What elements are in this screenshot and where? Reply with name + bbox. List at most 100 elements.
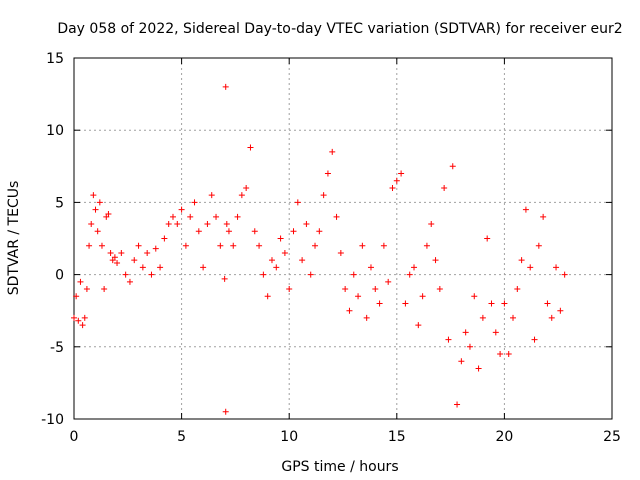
data-point — [187, 213, 194, 220]
data-point — [462, 329, 469, 336]
data-point — [264, 293, 271, 300]
data-point — [488, 300, 495, 307]
data-point — [531, 336, 538, 343]
data-point — [385, 278, 392, 285]
data-point — [122, 271, 129, 278]
data-point — [152, 245, 159, 252]
data-point — [256, 242, 263, 249]
data-point — [223, 221, 230, 228]
data-point — [505, 351, 512, 358]
data-point — [557, 307, 564, 314]
data-point — [535, 242, 542, 249]
data-point — [492, 329, 499, 336]
data-point — [204, 221, 211, 228]
data-point — [182, 242, 189, 249]
data-point — [363, 314, 370, 321]
data-point — [126, 278, 133, 285]
data-point — [90, 192, 97, 199]
data-point — [466, 343, 473, 350]
data-point — [83, 286, 90, 293]
x-axis-label: GPS time / hours — [281, 459, 398, 475]
data-point — [436, 286, 443, 293]
data-point — [135, 242, 142, 249]
data-point — [101, 286, 108, 293]
data-point — [96, 199, 103, 206]
data-point — [372, 286, 379, 293]
data-point — [471, 293, 478, 300]
data-point — [553, 264, 560, 271]
x-tick-label: 20 — [495, 429, 513, 445]
x-tick-label: 10 — [280, 429, 298, 445]
data-point — [107, 249, 114, 256]
data-point — [273, 264, 280, 271]
data-point — [290, 228, 297, 235]
data-point — [514, 286, 521, 293]
data-point — [243, 184, 250, 191]
data-point — [350, 271, 357, 278]
data-point — [307, 271, 314, 278]
y-tick-label: 0 — [55, 268, 64, 284]
data-point — [105, 210, 112, 217]
data-point — [312, 242, 319, 249]
data-point — [324, 170, 331, 177]
data-point — [432, 257, 439, 264]
data-point — [445, 336, 452, 343]
x-tick-label: 15 — [388, 429, 406, 445]
data-point — [217, 242, 224, 249]
data-point — [238, 192, 245, 199]
data-point — [268, 257, 275, 264]
y-tick-label: -10 — [41, 412, 64, 428]
data-point — [111, 254, 118, 261]
data-point — [230, 242, 237, 249]
data-point — [221, 275, 228, 282]
data-point — [501, 300, 508, 307]
y-tick-label: 10 — [46, 123, 64, 139]
data-point — [393, 177, 400, 184]
grid — [74, 58, 612, 419]
data-point — [208, 192, 215, 199]
data-point — [497, 351, 504, 358]
data-point — [169, 213, 176, 220]
data-point — [303, 221, 310, 228]
data-point — [475, 365, 482, 372]
data-point — [200, 264, 207, 271]
data-point — [222, 408, 229, 415]
data-point — [88, 221, 95, 228]
data-point — [247, 144, 254, 151]
data-point — [98, 242, 105, 249]
data-point — [441, 184, 448, 191]
data-point — [411, 264, 418, 271]
data-point — [86, 242, 93, 249]
data-point — [479, 314, 486, 321]
data-point — [522, 206, 529, 213]
data-point — [342, 286, 349, 293]
data-point — [131, 257, 138, 264]
data-point — [139, 264, 146, 271]
data-point — [92, 206, 99, 213]
data-point — [337, 249, 344, 256]
data-point — [320, 192, 327, 199]
data-point — [415, 322, 422, 329]
data-point — [286, 286, 293, 293]
data-point — [527, 264, 534, 271]
x-tick-label: 0 — [70, 429, 79, 445]
data-point — [165, 221, 172, 228]
data-point — [144, 249, 151, 256]
data-point — [449, 163, 456, 170]
data-point — [195, 228, 202, 235]
data-point — [333, 213, 340, 220]
data-point — [359, 242, 366, 249]
plot-frame — [73, 57, 613, 420]
data-point — [419, 293, 426, 300]
data-point — [294, 199, 301, 206]
axis-ticks: 0 5 10 15 20 25 -10 -5 0 5 10 15 — [41, 51, 621, 445]
y-tick-label: 15 — [46, 51, 64, 67]
data-point — [94, 228, 101, 235]
data-point — [148, 271, 155, 278]
data-point — [79, 322, 86, 329]
data-point — [561, 271, 568, 278]
y-tick-label: -5 — [50, 340, 64, 356]
data-point — [329, 148, 336, 155]
data-points — [71, 83, 568, 415]
